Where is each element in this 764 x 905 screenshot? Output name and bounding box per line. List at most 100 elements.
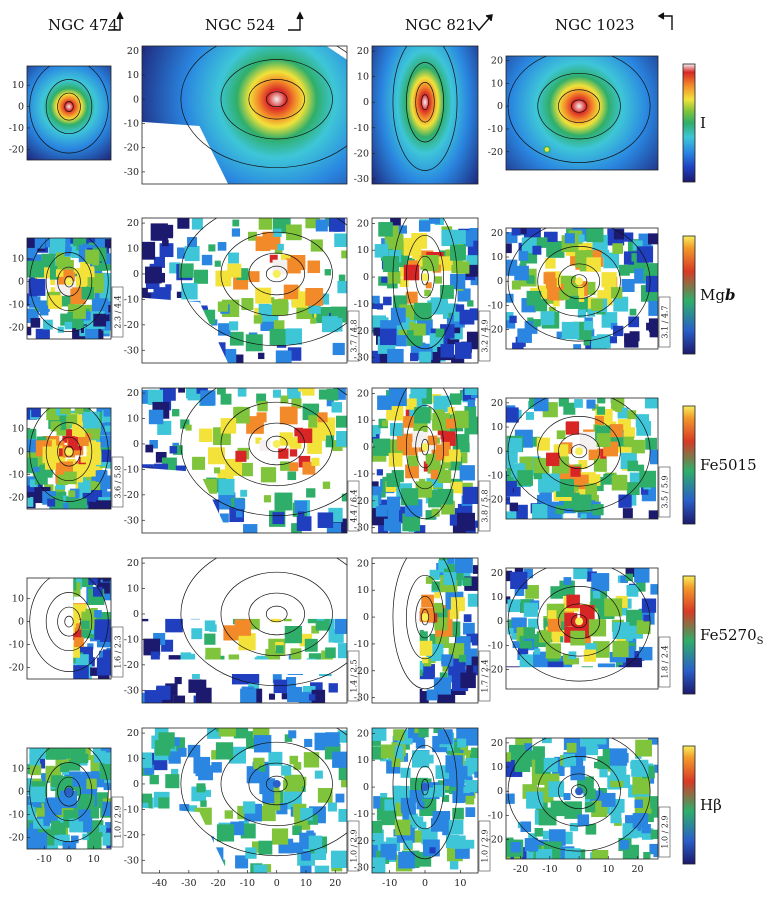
y-tick-label: 20 xyxy=(127,558,139,569)
y-tick-label: 10 xyxy=(491,422,503,433)
y-tick-label: -20 xyxy=(124,320,139,331)
index-range-label: 3.1 / 4.7 xyxy=(661,305,670,338)
y-tick-label: 20 xyxy=(127,218,139,229)
index-range-label: 1.6 / 2.3 xyxy=(114,635,123,668)
map-panel-r3-c0: 10 0 -10 -20 1.6 / 2.3 xyxy=(9,577,124,680)
x-tick-label: -20 xyxy=(210,878,225,889)
map-panel-r0-c3: 20 10 0 -10 -20 xyxy=(488,56,659,171)
isophote-contours xyxy=(392,558,458,690)
x-tick-label: 10 xyxy=(300,878,312,889)
map-panel-r2-c2: 20 10 0 -10 -20 -30 3.8 / 5.8 xyxy=(354,387,491,534)
intensity-map xyxy=(506,56,658,170)
map-panel-r4-c2: 20 10 0 -10 -20 -30 -10 0 10 1.0 / 2.9 xyxy=(354,727,491,889)
y-tick-label: -30 xyxy=(354,174,369,185)
y-tick-label: -30 xyxy=(354,353,369,364)
y-tick-label: 10 xyxy=(491,592,503,603)
y-tick-label: 10 xyxy=(12,80,24,91)
x-tick-label: 0 xyxy=(422,878,428,889)
y-tick-label: -20 xyxy=(124,660,139,671)
isophote-contours xyxy=(180,218,347,347)
x-tick-label: 20 xyxy=(329,878,341,889)
y-tick-label: -20 xyxy=(488,665,503,676)
isophote-contours xyxy=(180,46,347,168)
index-range-label: 4.4 / 6.4 xyxy=(350,489,359,522)
x-tick-label: 0 xyxy=(274,878,280,889)
colorbar-3 xyxy=(683,576,695,694)
orientation-arrow-icon xyxy=(108,11,124,31)
y-tick-label: -30 xyxy=(124,167,139,178)
index-range-label: 1.0 / 2.9 xyxy=(481,829,490,862)
y-tick-label: 20 xyxy=(491,738,503,749)
y-tick-label: 0 xyxy=(497,786,503,797)
map-panel-r2-c3: 20 10 0 -10 -20 3.5 / 5.9 xyxy=(488,397,671,520)
y-tick-label: -20 xyxy=(9,323,24,334)
x-tick-label: 10 xyxy=(88,854,100,865)
y-tick-label: -10 xyxy=(488,640,503,651)
y-tick-label: -20 xyxy=(124,143,139,154)
x-tick-label: -40 xyxy=(152,878,167,889)
x-tick-label: -20 xyxy=(513,864,528,875)
y-tick-label: 10 xyxy=(12,254,24,265)
y-tick-label: -10 xyxy=(9,123,24,134)
y-tick-label: 0 xyxy=(18,447,24,458)
x-tick-label: -10 xyxy=(240,878,255,889)
y-tick-label: -20 xyxy=(354,496,369,507)
map-panel-r4-c1: 20 10 0 -10 -20 -30 -40 -30 -20 -10 0 10 20 1.0 / 2.9 xyxy=(124,727,360,889)
x-tick-label: 0 xyxy=(66,854,72,865)
y-tick-label: 10 xyxy=(127,244,139,255)
y-tick-label: 0 xyxy=(133,779,139,790)
y-tick-label: -10 xyxy=(9,640,24,651)
y-tick-label: 20 xyxy=(357,218,369,229)
y-tick-label: -30 xyxy=(354,693,369,704)
map-panel-r2-c1: 20 10 0 -10 -20 -30 4.4 / 6.4 xyxy=(124,387,360,534)
y-tick-label: 20 xyxy=(357,728,369,739)
map-panel-r0-c0: 10 0 -10 -20 xyxy=(9,65,112,161)
y-tick-label: 10 xyxy=(127,414,139,425)
x-tick-label: 0 xyxy=(576,864,582,875)
y-tick-label: 0 xyxy=(363,612,369,623)
index-label-3: Fe5270S xyxy=(700,626,764,647)
map-panel-r1-c3: 20 10 0 -10 -20 3.1 / 4.7 xyxy=(488,227,671,350)
y-tick-label: -10 xyxy=(488,300,503,311)
y-tick-label: 0 xyxy=(133,609,139,620)
y-tick-label: 10 xyxy=(491,762,503,773)
y-tick-label: -20 xyxy=(9,663,24,674)
y-tick-label: -10 xyxy=(124,804,139,815)
y-tick-label: 0 xyxy=(133,439,139,450)
index-label-2: Fe5015 xyxy=(700,456,757,474)
y-tick-label: -10 xyxy=(124,294,139,305)
orientation-arrow-icon xyxy=(288,11,304,31)
index-range-label: 1.8 / 2.4 xyxy=(661,645,670,678)
y-tick-label: 20 xyxy=(491,56,503,67)
index-label-4: Hβ xyxy=(700,796,722,814)
y-tick-label: 20 xyxy=(491,398,503,409)
colorbar-4 xyxy=(683,746,695,864)
index-range-label: 3.8 / 5.8 xyxy=(481,489,490,522)
galaxy-title-1: NGC 524 xyxy=(205,16,275,34)
y-tick-label: 0 xyxy=(497,446,503,457)
map-panel-r4-c0: 10 0 -10 -20 -10 0 10 1.0 / 2.9 xyxy=(9,747,124,865)
y-tick-label: 10 xyxy=(357,585,369,596)
y-tick-label: -30 xyxy=(354,523,369,534)
y-tick-label: -10 xyxy=(488,124,503,135)
map-panel-r1-c1: 20 10 0 -10 -20 -30 3.7 / 4.8 xyxy=(124,217,360,364)
y-tick-label: -20 xyxy=(354,326,369,337)
map-panel-r3-c3: 20 10 0 -10 -20 1.8 / 2.4 xyxy=(488,567,671,690)
y-tick-label: 20 xyxy=(357,558,369,569)
y-tick-label: 0 xyxy=(133,94,139,105)
y-tick-label: 0 xyxy=(363,442,369,453)
isophote-contours xyxy=(392,218,458,350)
y-tick-label: -30 xyxy=(124,855,139,866)
y-tick-label: -30 xyxy=(354,863,369,874)
y-tick-label: 0 xyxy=(363,782,369,793)
y-tick-label: 0 xyxy=(18,102,24,113)
y-tick-label: -20 xyxy=(124,490,139,501)
y-tick-label: 20 xyxy=(357,46,369,57)
orientation-arrow-icon xyxy=(472,14,493,32)
y-tick-label: 10 xyxy=(127,584,139,595)
y-tick-label: -10 xyxy=(124,118,139,129)
colorbars: I Mgb Fe5015 Fe5270S Hβ xyxy=(682,63,764,865)
colorbar-2 xyxy=(683,406,695,524)
x-tick-label: -10 xyxy=(382,878,397,889)
y-tick-label: 10 xyxy=(12,594,24,605)
